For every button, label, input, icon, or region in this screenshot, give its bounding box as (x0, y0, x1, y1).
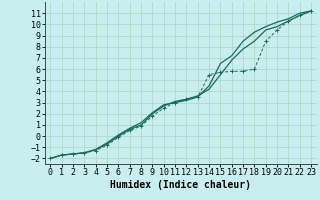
X-axis label: Humidex (Indice chaleur): Humidex (Indice chaleur) (110, 180, 251, 190)
